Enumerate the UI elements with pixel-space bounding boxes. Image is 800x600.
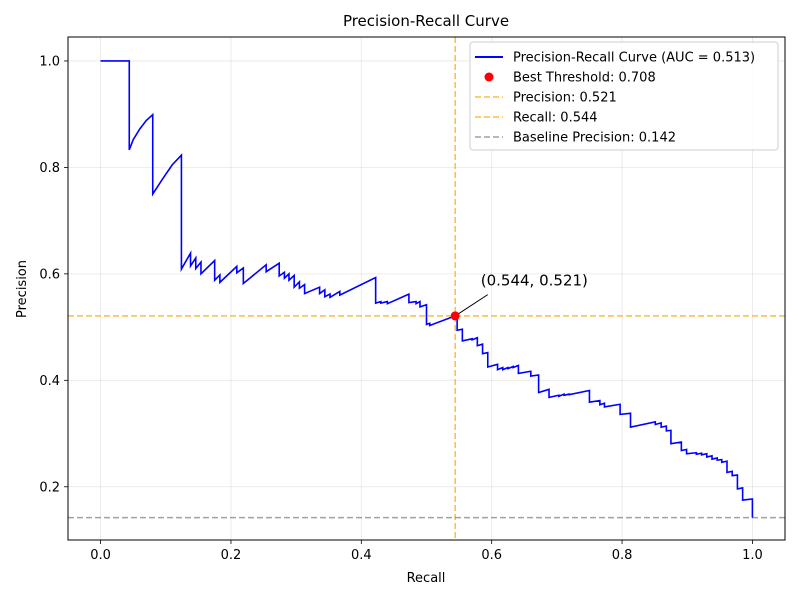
annotation-group: (0.544, 0.521) xyxy=(450,272,588,321)
annotation-arrow xyxy=(454,294,489,317)
chart-title: Precision-Recall Curve xyxy=(343,12,509,30)
reference-lines xyxy=(68,37,785,540)
y-tick-label: 0.8 xyxy=(39,161,60,176)
best-threshold-point xyxy=(450,311,460,321)
y-tick-label: 0.2 xyxy=(39,480,60,495)
axis-ticks: 0.0 0.2 0.4 0.6 0.8 1.0 0.2 0.4 0.6 0.8 1.0 xyxy=(39,54,762,563)
x-tick-label: 0.0 xyxy=(90,548,111,563)
y-tick-label: 1.0 xyxy=(39,54,60,69)
y-tick-label: 0.6 xyxy=(39,267,60,282)
legend-label: Recall: 0.544 xyxy=(513,111,598,126)
x-tick-label: 0.2 xyxy=(221,548,242,563)
legend-box xyxy=(469,41,779,151)
legend-label: Precision: 0.521 xyxy=(513,91,617,106)
plot-frame xyxy=(67,36,786,541)
x-tick-label: 0.4 xyxy=(351,548,372,563)
y-tick-label: 0.4 xyxy=(39,374,60,389)
legend-label: Precision-Recall Curve (AUC = 0.513) xyxy=(513,51,755,66)
x-tick-label: 0.8 xyxy=(612,548,633,563)
series-group xyxy=(100,60,754,518)
legend-label: Baseline Precision: 0.142 xyxy=(513,131,676,146)
x-axis-label: Recall xyxy=(407,571,446,586)
y-axis-label: Precision xyxy=(15,260,30,318)
x-tick-label: 1.0 xyxy=(742,548,763,563)
legend-label: Best Threshold: 0.708 xyxy=(513,71,656,86)
annotation-label: (0.544, 0.521) xyxy=(481,272,588,290)
pr-curve-line xyxy=(100,60,754,518)
legend-marker xyxy=(484,72,494,82)
x-tick-label: 0.6 xyxy=(481,548,502,563)
legend: Precision-Recall Curve (AUC = 0.513) Best… xyxy=(469,41,779,151)
